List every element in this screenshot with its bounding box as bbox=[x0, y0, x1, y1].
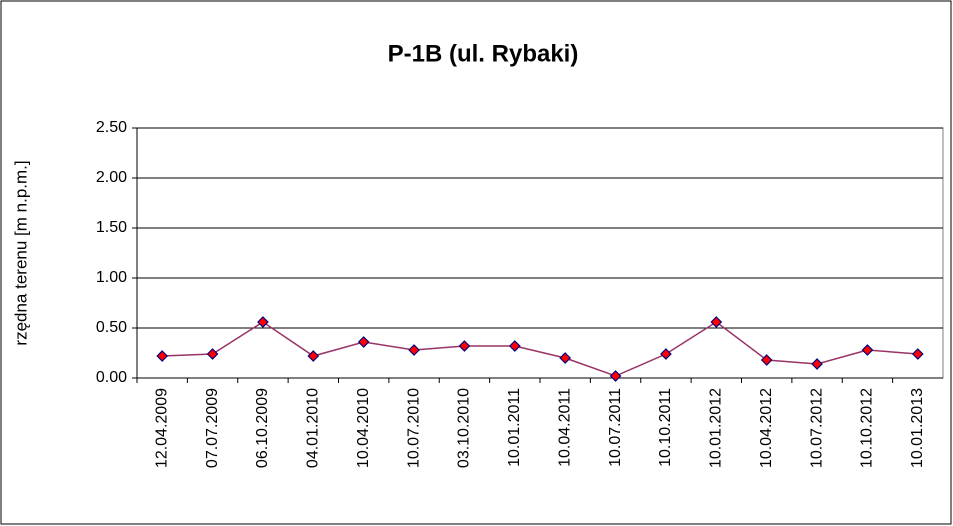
data-point bbox=[257, 316, 269, 328]
x-tick-label: 10.10.2012 bbox=[859, 388, 876, 468]
x-tick-label: 04.01.2010 bbox=[305, 388, 322, 468]
x-tick-label: 03.10.2010 bbox=[456, 388, 473, 468]
data-point bbox=[458, 340, 471, 352]
x-tick-label: 10.01.2012 bbox=[708, 388, 725, 468]
data-point bbox=[660, 348, 672, 360]
x-tick-label: 10.04.2012 bbox=[758, 388, 775, 468]
data-point bbox=[206, 348, 219, 360]
y-tick-label: 0.00 bbox=[96, 369, 127, 386]
y-tick-label: 1.50 bbox=[96, 219, 127, 236]
x-tick-label: 10.07.2012 bbox=[808, 388, 825, 468]
data-point bbox=[508, 340, 521, 352]
x-tick-label: 10.10.2011 bbox=[657, 388, 674, 467]
data-point bbox=[609, 370, 622, 382]
data-point bbox=[559, 352, 572, 364]
y-tick-label: 2.50 bbox=[96, 119, 127, 136]
x-tick-label: 10.04.2011 bbox=[556, 388, 573, 467]
series-line bbox=[162, 321, 918, 377]
x-tick-label: 06.10.2009 bbox=[254, 388, 271, 468]
data-point bbox=[307, 350, 320, 362]
y-axis-label: rzędna terenu [m n.p.m.] bbox=[11, 160, 30, 345]
x-tick-label: 07.07.2009 bbox=[204, 388, 221, 468]
x-tick-label: 10.01.2013 bbox=[909, 388, 926, 468]
y-tick-label: 2.00 bbox=[96, 169, 127, 186]
data-point bbox=[811, 358, 823, 370]
data-point bbox=[357, 336, 370, 348]
data-point bbox=[760, 354, 773, 366]
chart-title: P-1B (ul. Rybaki) bbox=[388, 40, 579, 67]
x-tick-label: 10.04.2010 bbox=[355, 388, 372, 468]
data-point bbox=[710, 316, 723, 328]
x-tick-label: 10.07.2010 bbox=[405, 388, 422, 468]
data-point bbox=[156, 350, 169, 362]
data-point bbox=[861, 344, 874, 356]
x-tick-label: 10.07.2011 bbox=[607, 388, 624, 467]
data-point bbox=[911, 348, 924, 360]
y-tick-label: 0.50 bbox=[96, 319, 127, 336]
y-tick-label: 1.00 bbox=[96, 269, 127, 286]
x-tick-label: 10.01.2011 bbox=[506, 388, 523, 467]
data-point bbox=[408, 344, 420, 356]
x-tick-label: 12.04.2009 bbox=[153, 388, 170, 468]
